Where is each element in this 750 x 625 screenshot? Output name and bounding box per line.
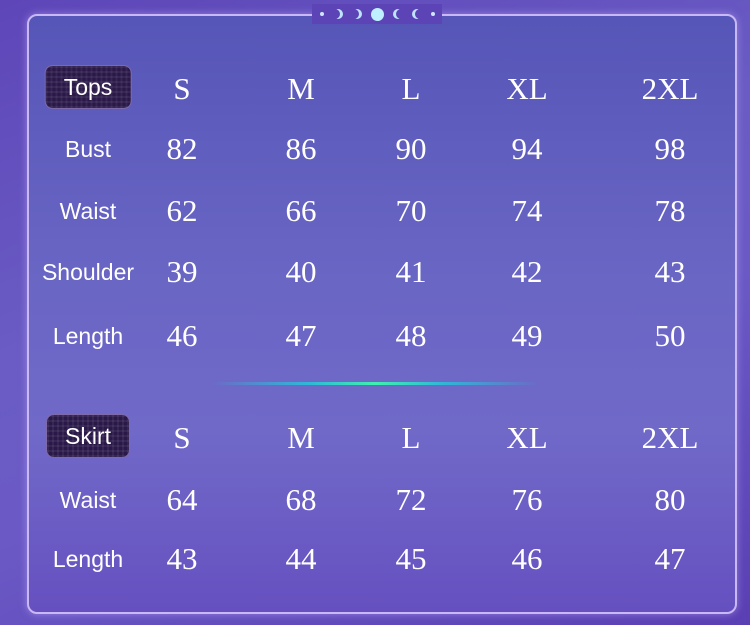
skirt-header-row: Skirt S M L XL 2XL (0, 414, 750, 458)
measurement-value: 48 (395, 318, 427, 353)
table-row: Bust 82 86 90 94 98 (0, 129, 750, 169)
size-chart-panel (27, 14, 737, 614)
size-header: M (287, 71, 315, 106)
measurement-value: 98 (654, 131, 686, 166)
measurement-value: 45 (395, 541, 427, 576)
half-moon-icon (393, 9, 403, 19)
measurement-label: Length (52, 323, 124, 349)
measurement-label: Waist (59, 487, 117, 513)
size-header: XL (506, 420, 548, 455)
moon-phases-ornament (312, 4, 442, 24)
star-dot-icon (319, 12, 324, 16)
measurement-value: 82 (166, 131, 198, 166)
table-row: Waist 62 66 70 74 78 (0, 191, 750, 231)
size-header: L (401, 71, 421, 106)
measurement-value: 44 (285, 541, 317, 576)
measurement-value: 64 (166, 482, 198, 517)
measurement-value: 94 (511, 131, 543, 166)
measurement-value: 47 (654, 541, 686, 576)
measurement-value: 47 (285, 318, 317, 353)
measurement-value: 40 (285, 254, 317, 289)
size-header: XL (506, 71, 548, 106)
measurement-label: Waist (59, 198, 117, 224)
crescent-moon-icon (412, 9, 422, 19)
measurement-value: 50 (654, 318, 686, 353)
measurement-value: 86 (285, 131, 317, 166)
measurement-label: Shoulder (41, 259, 135, 285)
size-header: S (173, 71, 191, 106)
measurement-value: 80 (654, 482, 686, 517)
size-header: 2XL (641, 71, 699, 106)
measurement-value: 72 (395, 482, 427, 517)
measurement-label: Bust (64, 136, 112, 162)
measurement-value: 66 (285, 193, 317, 228)
size-header: M (287, 420, 315, 455)
measurement-value: 70 (395, 193, 427, 228)
measurement-value: 41 (395, 254, 427, 289)
measurement-value: 49 (511, 318, 543, 353)
size-header: L (401, 420, 421, 455)
measurement-value: 76 (511, 482, 543, 517)
tops-section-badge: Tops (44, 65, 132, 109)
crescent-moon-icon (333, 9, 343, 19)
measurement-value: 42 (511, 254, 543, 289)
measurement-value: 43 (654, 254, 686, 289)
measurement-value: 78 (654, 193, 686, 228)
table-row: Length 46 47 48 49 50 (0, 316, 750, 356)
section-divider (210, 382, 540, 385)
table-row: Shoulder 39 40 41 42 43 (0, 252, 750, 292)
measurement-value: 46 (511, 541, 543, 576)
size-header: 2XL (641, 420, 699, 455)
measurement-value: 46 (166, 318, 198, 353)
table-row: Waist 64 68 72 76 80 (0, 480, 750, 520)
full-moon-icon (370, 7, 384, 21)
size-header: S (173, 420, 191, 455)
half-moon-icon (352, 9, 362, 19)
table-row: Length 43 44 45 46 47 (0, 539, 750, 579)
skirt-section-badge: Skirt (46, 414, 130, 458)
measurement-value: 62 (166, 193, 198, 228)
measurement-value: 68 (285, 482, 317, 517)
measurement-value: 39 (166, 254, 198, 289)
star-dot-icon (430, 12, 435, 16)
measurement-value: 90 (395, 131, 427, 166)
measurement-value: 43 (166, 541, 198, 576)
tops-header-row: Tops S M L XL 2XL (0, 65, 750, 109)
measurement-value: 74 (511, 193, 543, 228)
measurement-label: Length (52, 546, 124, 572)
